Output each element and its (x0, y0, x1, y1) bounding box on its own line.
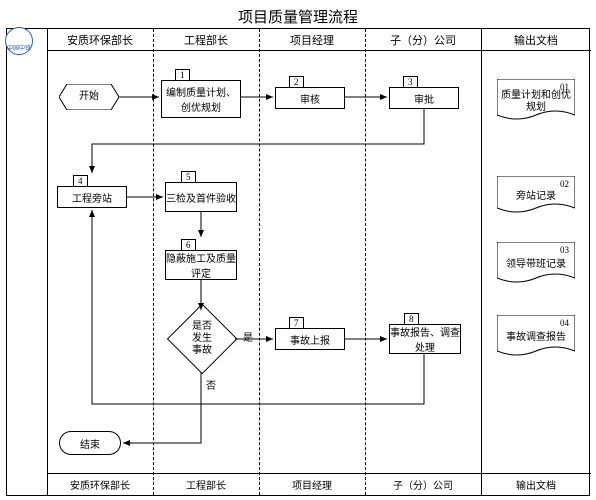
node-6-num: 6 (181, 239, 196, 250)
edge-yes-label: 是 (243, 329, 253, 344)
lane-sep-1 (153, 29, 154, 495)
node-3: 审批 (389, 87, 459, 109)
doc-3-label: 领导带班记录 (497, 252, 575, 278)
node-4-num: 4 (73, 175, 88, 186)
lane-footer-5: 输出文档 (481, 473, 591, 495)
node-4: 工程旁站 (57, 186, 127, 208)
doc-1: 01 质量计划和创优规划 (497, 79, 575, 123)
lane-footer-1: 安质环保部长 (47, 473, 153, 495)
node-1: 编制质量计划、创优规划 (161, 80, 241, 118)
lane-header-2: 工程部长 (153, 29, 259, 51)
decision-node: 是否 发生 事故 (167, 304, 237, 374)
node-5: 三检及首件验收 (165, 182, 237, 212)
node-2-num: 2 (289, 76, 304, 87)
decision-label: 是否 发生 事故 (167, 304, 237, 374)
start-label: 开始 (59, 84, 119, 110)
lane-sep-2 (259, 29, 260, 495)
node-2: 审核 (275, 87, 345, 109)
node-6: 隐蔽施工及质量评定 (165, 250, 237, 280)
lane-footer-4: 子（分）公司 (365, 473, 481, 495)
lane-footer-3: 项目经理 (259, 473, 365, 495)
node-5-num: 5 (181, 171, 196, 182)
edge-no-label: 否 (206, 377, 216, 392)
lane-header-4: 子（分）公司 (365, 29, 481, 51)
lane-header-1: 安质环保部长 (47, 29, 153, 51)
lane-header-5: 输出文档 (481, 29, 591, 51)
node-7-num: 7 (289, 317, 304, 328)
lane-header-3: 项目经理 (259, 29, 365, 51)
doc-2-label: 旁站记录 (497, 186, 575, 208)
start-node: 开始 (59, 84, 119, 110)
lane-sep-3 (365, 29, 366, 495)
swimlane-frame: 中国中铁 安质环保部长 工程部长 项目经理 子（分）公司 输出文档 安质环保部长… (6, 28, 590, 496)
lane-sep-4 (481, 29, 482, 495)
doc-4: 04 事故调查报告 (497, 315, 575, 359)
page-title: 项目质量管理流程 (0, 6, 596, 27)
doc-1-label: 质量计划和创优规划 (497, 89, 575, 115)
doc-2: 02 旁站记录 (497, 176, 575, 216)
lane-footer-2: 工程部长 (153, 473, 259, 495)
lane-sep-0 (47, 29, 48, 495)
end-node: 结束 (59, 431, 121, 455)
node-8-num: 8 (404, 313, 419, 324)
doc-3: 03 领导带班记录 (497, 242, 575, 286)
node-8: 事故报告、调查处理 (389, 324, 461, 354)
node-1-num: 1 (175, 69, 190, 80)
doc-4-label: 事故调查报告 (497, 325, 575, 351)
node-7: 事故上报 (275, 328, 345, 350)
node-3-num: 3 (403, 76, 418, 87)
logo: 中国中铁 (5, 27, 33, 55)
